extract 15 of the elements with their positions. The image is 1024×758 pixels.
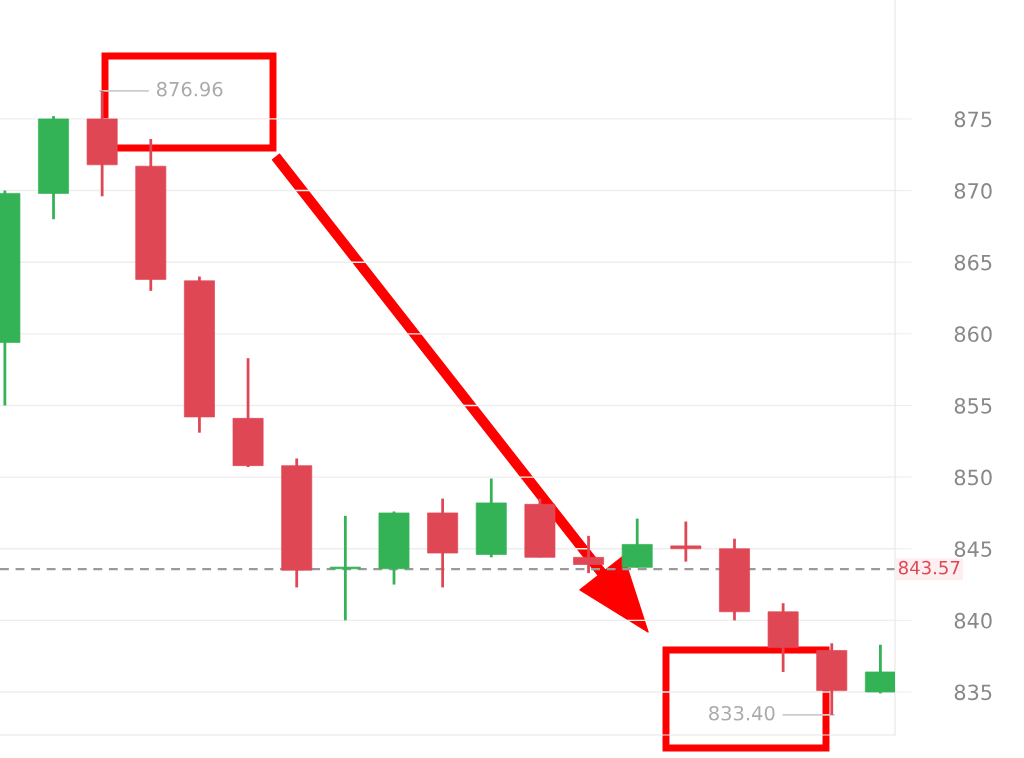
ref-line-label: 843.57 [898, 560, 960, 575]
y-tick-label: 840 [954, 612, 992, 629]
annotation: 876.96 [156, 81, 223, 97]
y-tick-label: 875 [954, 111, 992, 128]
y-tick-label: 855 [954, 397, 992, 414]
y-tick-label: 845 [954, 541, 992, 557]
y-tick-label: 870 [954, 183, 992, 199]
y-tick-label: 860 [954, 326, 992, 343]
y-tick-label: 865 [954, 254, 992, 271]
candlestick [329, 514, 361, 622]
y-tick-label: 835 [954, 684, 992, 701]
annotation: 833.40 [709, 705, 775, 721]
candlestick [573, 534, 604, 575]
y-tick-label: 850 [954, 469, 992, 486]
candlestick [670, 520, 702, 564]
